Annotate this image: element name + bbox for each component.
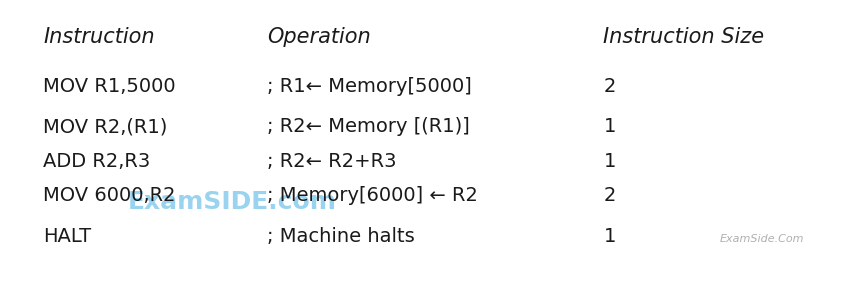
Text: 1: 1 — [603, 117, 615, 136]
Text: Operation: Operation — [267, 27, 370, 48]
Text: 2: 2 — [603, 186, 615, 205]
Text: HALT: HALT — [43, 227, 91, 246]
Text: Instruction Size: Instruction Size — [603, 27, 764, 48]
Text: ; Machine halts: ; Machine halts — [267, 227, 414, 246]
Text: ; R2← R2+R3: ; R2← R2+R3 — [267, 152, 396, 171]
Text: 1: 1 — [603, 227, 615, 246]
Text: 2: 2 — [603, 77, 615, 96]
Text: MOV 6000,R2: MOV 6000,R2 — [43, 186, 176, 205]
Text: ; R2← Memory [(R1)]: ; R2← Memory [(R1)] — [267, 117, 469, 136]
Text: 1: 1 — [603, 152, 615, 171]
Text: ; Memory[6000] ← R2: ; Memory[6000] ← R2 — [267, 186, 478, 205]
Text: ExamSIDE.com: ExamSIDE.com — [128, 190, 337, 214]
Text: Instruction: Instruction — [43, 27, 154, 48]
Text: ; R1← Memory[5000]: ; R1← Memory[5000] — [267, 77, 472, 96]
Text: ADD R2,R3: ADD R2,R3 — [43, 152, 150, 171]
Text: MOV R1,5000: MOV R1,5000 — [43, 77, 176, 96]
Text: ExamSide.Com: ExamSide.Com — [719, 234, 803, 244]
Text: MOV R2,(R1): MOV R2,(R1) — [43, 117, 167, 136]
